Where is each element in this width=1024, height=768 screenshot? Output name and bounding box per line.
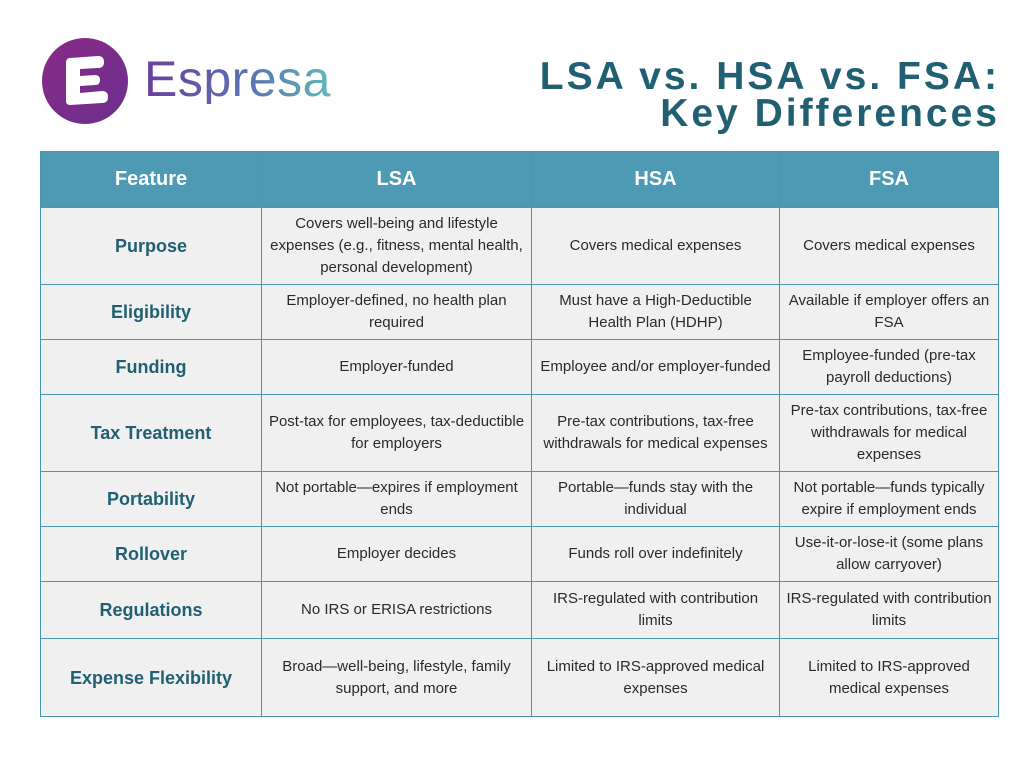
- table-row: Rollover Employer decides Funds roll ove…: [40, 526, 999, 582]
- feature-cell: Portability: [40, 471, 262, 527]
- feature-cell: Funding: [40, 339, 262, 395]
- hsa-cell: Pre-tax contributions, tax-free withdraw…: [531, 394, 780, 472]
- feature-cell: Eligibility: [40, 284, 262, 340]
- feature-cell: Tax Treatment: [40, 394, 262, 472]
- fsa-cell: Covers medical expenses: [779, 207, 999, 285]
- lsa-cell: No IRS or ERISA restrictions: [261, 581, 532, 639]
- feature-cell: Rollover: [40, 526, 262, 582]
- fsa-cell: Not portable—funds typically expire if e…: [779, 471, 999, 527]
- lsa-cell: Post-tax for employees, tax-deductible f…: [261, 394, 532, 472]
- hsa-cell: Funds roll over indefinitely: [531, 526, 780, 582]
- title-line-2: Key Differences: [660, 92, 1000, 135]
- table-header-row: Feature LSA HSA FSA: [40, 151, 999, 208]
- fsa-cell: Pre-tax contributions, tax-free withdraw…: [779, 394, 999, 472]
- header-fsa: FSA: [779, 151, 999, 208]
- header-lsa: LSA: [261, 151, 532, 208]
- fsa-cell: IRS-regulated with contribution limits: [779, 581, 999, 639]
- fsa-cell: Use-it-or-lose-it (some plans allow carr…: [779, 526, 999, 582]
- lsa-cell: Employer-defined, no health plan require…: [261, 284, 532, 340]
- espresa-logo-icon: [42, 38, 128, 124]
- hsa-cell: IRS-regulated with contribution limits: [531, 581, 780, 639]
- feature-cell: Purpose: [40, 207, 262, 285]
- page-title: LSA vs. HSA vs. FSA: Key Differences: [539, 55, 1000, 135]
- lsa-cell: Broad—well-being, lifestyle, family supp…: [261, 638, 532, 717]
- comparison-table: Feature LSA HSA FSA Purpose Covers well-…: [40, 151, 999, 717]
- hsa-cell: Covers medical expenses: [531, 207, 780, 285]
- hsa-cell: Limited to IRS-approved medical expenses: [531, 638, 780, 717]
- fsa-cell: Employee-funded (pre-tax payroll deducti…: [779, 339, 999, 395]
- table-row: Portability Not portable—expires if empl…: [40, 471, 999, 527]
- table-row: Regulations No IRS or ERISA restrictions…: [40, 581, 999, 639]
- lsa-cell: Employer-funded: [261, 339, 532, 395]
- feature-cell: Expense Flexibility: [40, 638, 262, 717]
- table-row: Tax Treatment Post-tax for employees, ta…: [40, 394, 999, 472]
- table-row: Eligibility Employer-defined, no health …: [40, 284, 999, 340]
- lsa-cell: Covers well-being and lifestyle expenses…: [261, 207, 532, 285]
- header-feature: Feature: [40, 151, 262, 208]
- hsa-cell: Employee and/or employer-funded: [531, 339, 780, 395]
- brand-logo: Espresa: [40, 36, 331, 126]
- fsa-cell: Limited to IRS-approved medical expenses: [779, 638, 999, 717]
- table-row: Funding Employer-funded Employee and/or …: [40, 339, 999, 395]
- title-line-1: LSA vs. HSA vs. FSA:: [539, 55, 1000, 98]
- hsa-cell: Portable—funds stay with the individual: [531, 471, 780, 527]
- fsa-cell: Available if employer offers an FSA: [779, 284, 999, 340]
- lsa-cell: Not portable—expires if employment ends: [261, 471, 532, 527]
- table-row: Expense Flexibility Broad—well-being, li…: [40, 638, 999, 717]
- brand-name: Espresa: [144, 51, 331, 107]
- lsa-cell: Employer decides: [261, 526, 532, 582]
- hsa-cell: Must have a High-Deductible Health Plan …: [531, 284, 780, 340]
- feature-cell: Regulations: [40, 581, 262, 639]
- table-row: Purpose Covers well-being and lifestyle …: [40, 207, 999, 285]
- header-hsa: HSA: [531, 151, 780, 208]
